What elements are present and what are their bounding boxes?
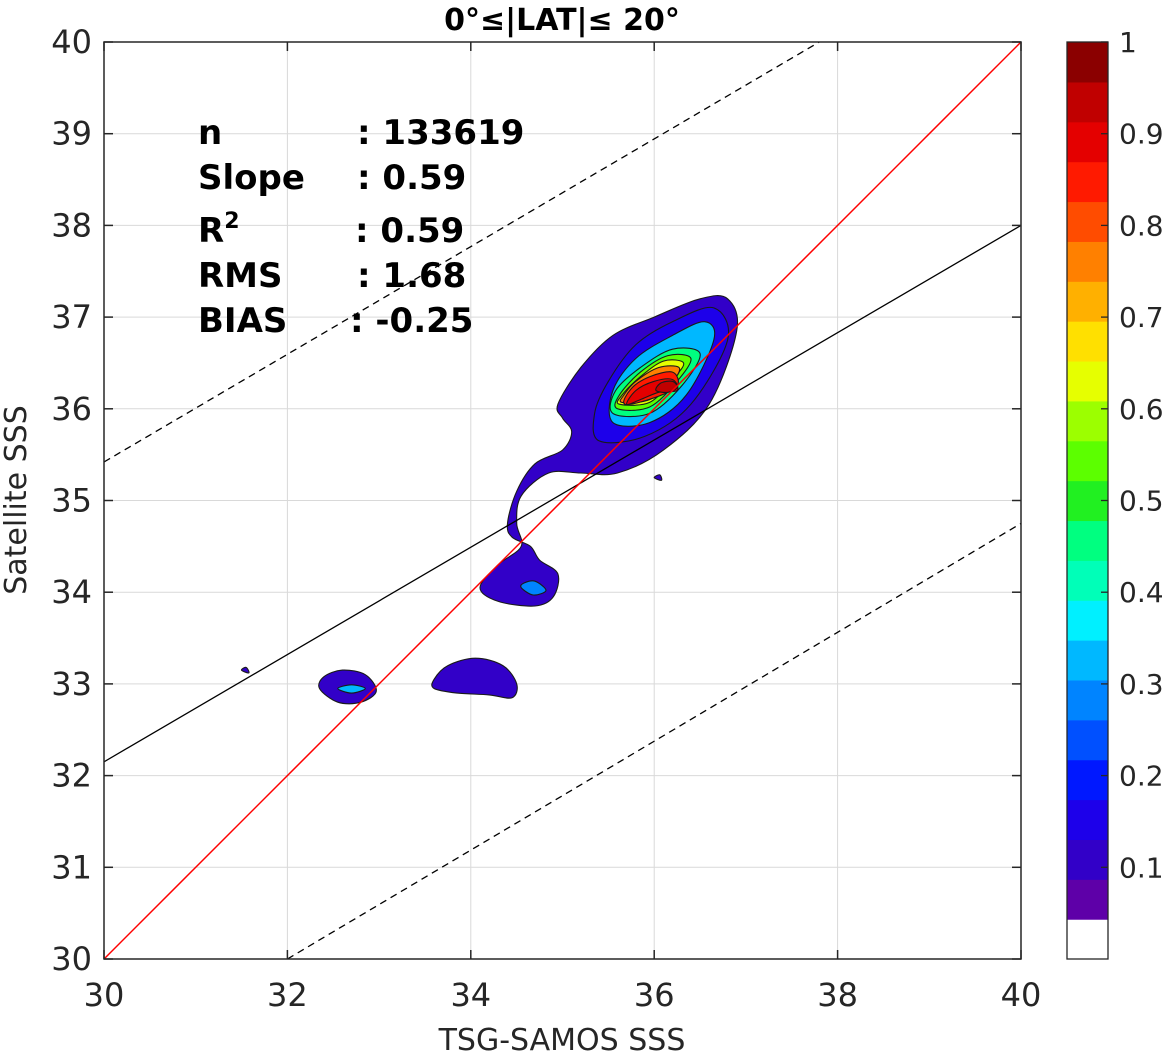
stat-r2-base: R (198, 211, 224, 251)
colorbar-segment-4 (1067, 759, 1108, 801)
colorbar-segment-3 (1067, 799, 1108, 840)
y-tick-label-5: 35 (51, 482, 92, 520)
y-tick-label-7: 37 (51, 298, 92, 336)
colorbar-segment-2 (1067, 839, 1108, 880)
colorbar-segment-22 (1067, 42, 1108, 83)
colorbar-segment-13 (1067, 400, 1108, 442)
colorbar-tick-label-6: 0.7 (1119, 301, 1164, 334)
x-tick-labels: 30 32 34 36 38 40 (84, 976, 1042, 1014)
colorbar-segment-5 (1067, 719, 1108, 761)
colorbar-tick-label-0: 0.1 (1119, 851, 1164, 884)
x-axis-label: TSG-SAMOS SSS (438, 1023, 686, 1055)
reference-lines (104, 42, 1021, 959)
contour-layer (240, 295, 738, 705)
colorbar-tick-label-9: 1 (1119, 26, 1137, 59)
x-tick-label-0: 30 (84, 976, 125, 1014)
contour-region-3 (240, 666, 250, 674)
regression-fit-line (104, 224, 1021, 763)
colorbar-segment-17 (1067, 241, 1108, 282)
y-tick-label-1: 31 (51, 848, 92, 886)
colorbar-tick-label-3: 0.4 (1119, 576, 1164, 609)
stat-slope-label: Slope (198, 158, 305, 198)
colorbar-segment-16 (1067, 281, 1108, 322)
x-tick-label-1: 32 (267, 976, 308, 1014)
colorbar-segment-6 (1067, 679, 1108, 721)
y-tick-labels: 30 31 32 33 34 35 36 37 38 39 40 (51, 23, 92, 978)
colorbar-segment-9 (1067, 560, 1108, 601)
colorbar-tick-labels: 0.1 0.2 0.3 0.4 0.5 0.6 0.7 0.8 0.9 1 (1119, 26, 1164, 884)
upper-bound-dashed-line (104, 42, 820, 463)
stat-r2-label: R2 (198, 209, 240, 251)
colorbar-tick-label-7: 0.8 (1119, 209, 1164, 242)
colorbar-segment-15 (1067, 321, 1108, 362)
stat-n-value: : 133619 (357, 113, 524, 153)
colorbar (1066, 41, 1109, 960)
stat-n-label: n (198, 113, 222, 153)
colorbar-segment-1 (1067, 879, 1108, 920)
colorbar-tick-label-4: 0.5 (1119, 485, 1164, 518)
contour-region-2 (431, 657, 518, 699)
axis-ticks (103, 41, 1022, 960)
one-to-one-line (104, 42, 1021, 959)
colorbar-segment-8 (1067, 600, 1108, 641)
stat-r2-superscript: 2 (224, 209, 239, 234)
colorbar-segment-14 (1067, 360, 1108, 402)
stats-box: n : 133619 Slope : 0.59 R2 : 0.59 RMS : … (198, 113, 524, 341)
colorbar-segment-20 (1067, 121, 1108, 163)
y-tick-label-6: 36 (51, 390, 92, 428)
x-tick-label-4: 38 (817, 976, 858, 1014)
lower-bound-dashed-line (287, 522, 1021, 959)
y-tick-label-2: 32 (51, 757, 92, 795)
y-tick-label-0: 30 (51, 940, 92, 978)
stat-rms-value: : 1.68 (357, 256, 466, 296)
contour-region-15 (655, 380, 678, 393)
colorbar-segment-7 (1067, 640, 1108, 681)
y-axis-label: Satellite SSS (0, 405, 34, 595)
colorbar-tick-label-1: 0.2 (1119, 760, 1164, 793)
chart-title: 0°≤|LAT|≤ 20° (444, 3, 680, 38)
y-tick-label-8: 38 (51, 206, 92, 244)
x-tick-label-5: 40 (1001, 976, 1042, 1014)
stat-slope-value: : 0.59 (357, 158, 466, 198)
colorbar-segment-12 (1067, 440, 1108, 482)
stat-rms-label: RMS (198, 256, 283, 296)
y-tick-label-9: 39 (51, 115, 92, 153)
colorbar-segment-10 (1067, 520, 1108, 561)
stat-r2-value: : 0.59 (355, 211, 464, 251)
colorbar-segment-18 (1067, 201, 1108, 242)
x-tick-label-2: 34 (450, 976, 491, 1014)
colorbar-tick-label-2: 0.3 (1119, 668, 1164, 701)
y-tick-label-10: 40 (51, 23, 92, 61)
y-tick-label-4: 34 (51, 573, 92, 611)
colorbar-tick-label-8: 0.9 (1119, 118, 1164, 151)
x-tick-label-3: 36 (634, 976, 675, 1014)
contour-region-4 (653, 474, 663, 481)
contour-region-6 (520, 580, 547, 596)
colorbar-segment-0 (1067, 919, 1108, 960)
y-tick-label-3: 33 (51, 665, 92, 703)
colorbar-segment-19 (1067, 161, 1108, 203)
stat-bias-value: : -0.25 (350, 301, 473, 341)
colorbar-segment-21 (1067, 81, 1108, 123)
stat-bias-label: BIAS (198, 301, 287, 341)
contour-region-7 (337, 684, 366, 694)
colorbar-tick-label-5: 0.6 (1119, 393, 1164, 426)
